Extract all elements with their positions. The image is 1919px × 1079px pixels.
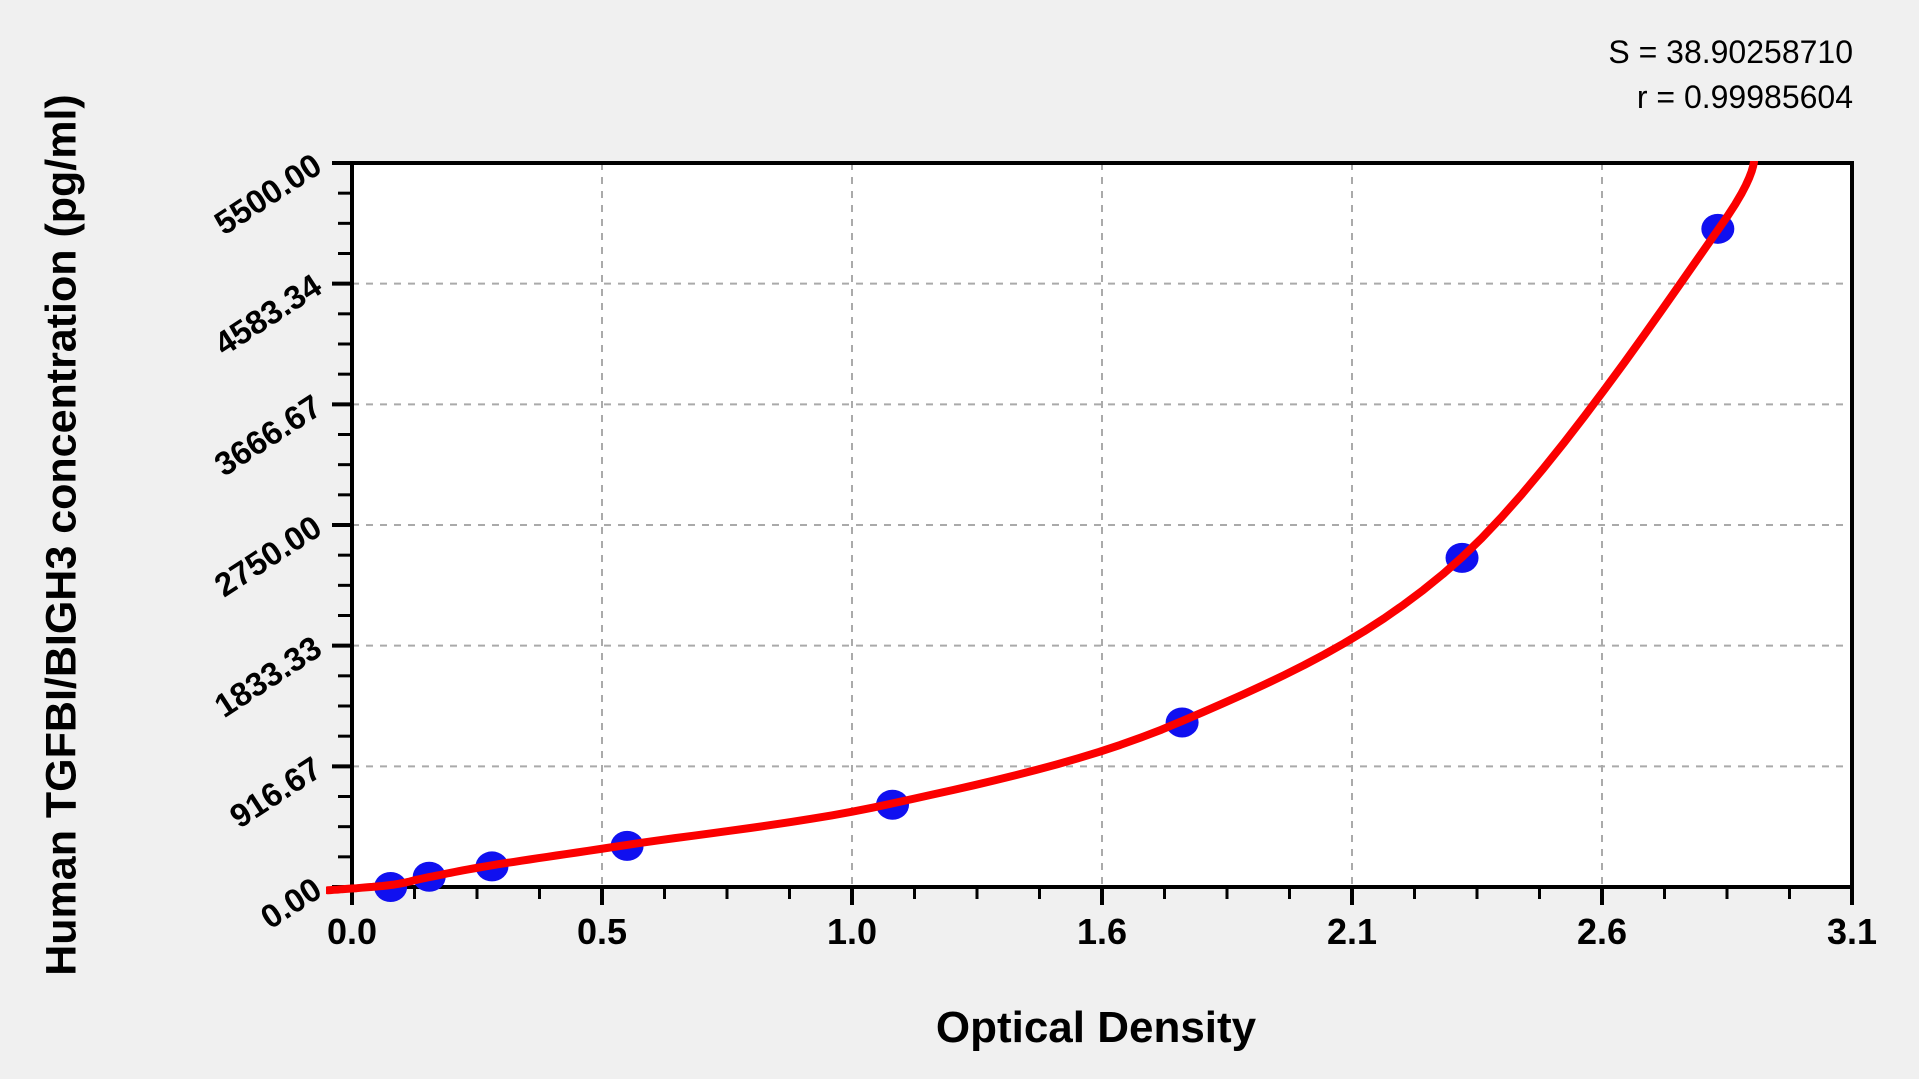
y-tick-label: 4583.34 <box>208 266 329 362</box>
x-axis-title: Optical Density <box>935 1003 1257 1052</box>
y-tick-label: 916.67 <box>223 749 328 835</box>
x-tick-label: 1.0 <box>827 911 877 952</box>
y-tick-label: 1833.33 <box>208 629 328 725</box>
x-tick-label: 2.1 <box>1327 911 1377 952</box>
x-tick-label: 1.6 <box>1077 911 1127 952</box>
y-tick-label: 2750.00 <box>208 508 328 604</box>
x-tick-label: 0.0 <box>327 911 377 952</box>
y-tick-label: 3666.67 <box>208 387 328 483</box>
fit-r-value: r = 0.99985604 <box>1636 79 1853 115</box>
y-tick-label: 0.00 <box>254 870 328 936</box>
plot-frame <box>350 161 1854 889</box>
fit-stats: S = 38.90258710 r = 0.99985604 <box>1608 30 1853 120</box>
fitted-curve <box>326 161 1759 895</box>
x-tick-label: 3.1 <box>1827 911 1877 952</box>
x-tick-label: 0.5 <box>577 911 627 952</box>
fit-s-value: S = 38.90258710 <box>1608 34 1853 70</box>
y-tick-label: 5500.00 <box>208 146 328 242</box>
x-tick-label: 2.6 <box>1577 911 1627 952</box>
